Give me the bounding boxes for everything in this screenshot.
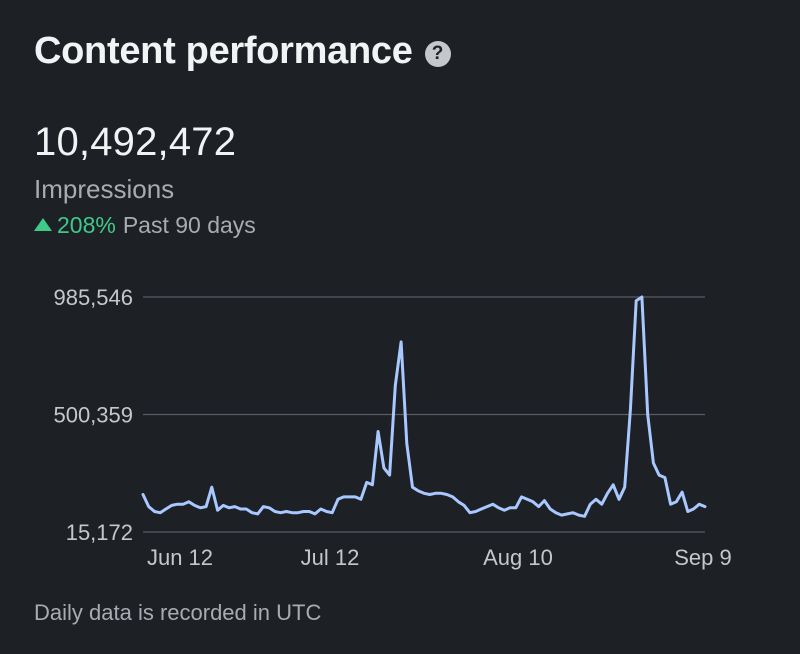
page-title: Content performance bbox=[34, 30, 413, 72]
impressions-total: 10,492,472 bbox=[34, 120, 237, 164]
metric-label: Impressions bbox=[34, 174, 175, 204]
y-tick-label: 985,546 bbox=[53, 285, 133, 310]
impressions-chart: 985,546 500,359 15,172 Jun 12 Jul 12 Aug 10 S… bbox=[53, 285, 732, 570]
impressions-series-line bbox=[141, 295, 707, 518]
x-tick-label: Jul 12 bbox=[301, 545, 360, 570]
x-tick-label: Aug 10 bbox=[483, 545, 553, 570]
change-indicator: 208% Past 90 days bbox=[34, 212, 256, 239]
x-tick-label: Sep 9 bbox=[674, 545, 732, 570]
y-tick-label: 15,172 bbox=[66, 520, 133, 545]
triangle-up-icon bbox=[34, 218, 52, 231]
change-period: Past 90 days bbox=[122, 212, 256, 238]
y-tick-label: 500,359 bbox=[53, 403, 133, 428]
change-percent: 208% bbox=[57, 212, 116, 238]
help-circle-icon[interactable]: ? bbox=[424, 40, 451, 67]
x-tick-label: Jun 12 bbox=[147, 545, 213, 570]
footnote: Daily data is recorded in UTC bbox=[34, 600, 322, 625]
title-row: Content performance ? bbox=[34, 30, 451, 73]
